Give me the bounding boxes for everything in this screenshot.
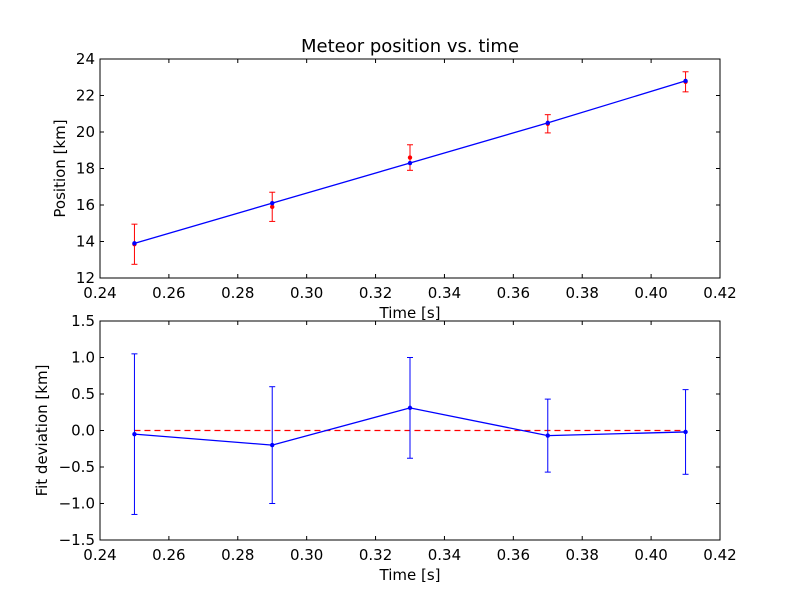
y-tick-label: 14 — [76, 233, 95, 251]
fit-point — [545, 120, 550, 126]
x-tick-label: 0.26 — [152, 546, 185, 564]
data-point — [683, 429, 688, 435]
y-tick-label: 24 — [76, 50, 95, 68]
x-tick-label: 0.38 — [566, 546, 599, 564]
x-tick-label: 0.26 — [152, 284, 185, 302]
y-tick-label: 12 — [76, 269, 95, 287]
x-tick-label: 0.36 — [497, 546, 530, 564]
deviation-chart: Time [s] Fit deviation [km] 0.24 0.26 0.28… — [33, 312, 737, 584]
y-tick-label: −1.5 — [59, 531, 95, 549]
x-tick-label: 0.34 — [428, 546, 461, 564]
y-tick-label: −1.0 — [59, 495, 95, 513]
y-tick-label: 1.5 — [71, 312, 95, 330]
data-point — [270, 442, 275, 448]
fit-point — [683, 78, 688, 84]
x-tick-label: 0.34 — [428, 284, 461, 302]
y-tick-label: 1.0 — [71, 349, 95, 367]
x-tick-label: 0.36 — [497, 284, 530, 302]
x-tick-label: 0.24 — [83, 546, 116, 564]
x-tick-label: 0.42 — [703, 546, 736, 564]
x-tick-label: 0.24 — [83, 284, 116, 302]
y-tick-label: 20 — [76, 123, 95, 141]
y-tick-label: 0.5 — [71, 385, 95, 403]
y-tick-label: 18 — [76, 160, 95, 178]
x-tick-label: 0.30 — [290, 546, 323, 564]
chart-title: Meteor position vs. time — [301, 36, 519, 57]
fit-point — [270, 200, 275, 206]
y-axis-label: Fit deviation [km] — [33, 365, 51, 497]
x-tick-label: 0.28 — [221, 546, 254, 564]
x-tick-label: 0.42 — [703, 284, 736, 302]
x-axis-label: Time [s] — [379, 304, 441, 322]
x-tick-label: 0.28 — [221, 284, 254, 302]
x-tick-label: 0.32 — [359, 546, 392, 564]
x-tick-label: 0.40 — [634, 284, 667, 302]
data-point — [407, 155, 413, 160]
data-point — [132, 431, 137, 437]
x-tick-label: 0.32 — [359, 284, 392, 302]
y-tick-label: 0.0 — [71, 422, 95, 440]
data-point — [545, 433, 550, 438]
y-axis-label: Position [km] — [51, 119, 69, 217]
fit-point — [407, 160, 413, 166]
x-tick-label: 0.30 — [290, 284, 323, 302]
position-chart: Meteor position vs. time Time [s] Positi… — [51, 36, 737, 322]
y-tick-label: 22 — [76, 87, 95, 105]
fit-point — [132, 241, 137, 246]
data-point — [270, 204, 275, 210]
y-tick-label: 16 — [76, 196, 95, 214]
x-tick-label: 0.38 — [566, 284, 599, 302]
x-tick-label: 0.40 — [634, 546, 667, 564]
y-tick-label: −0.5 — [59, 458, 95, 476]
x-axis-label: Time [s] — [379, 566, 441, 584]
data-point — [407, 405, 413, 411]
